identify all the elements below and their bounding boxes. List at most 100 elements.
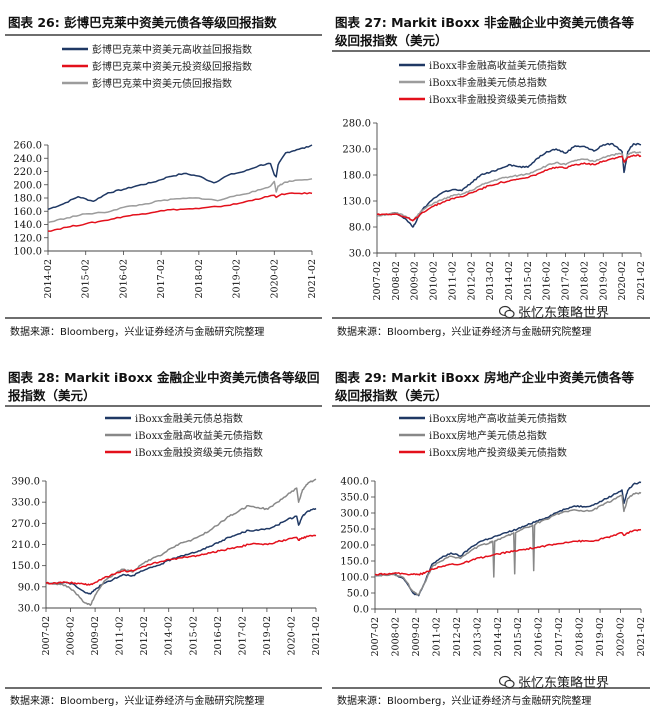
y-tick-label: 150.0 (340, 557, 369, 568)
title-rule (332, 50, 650, 52)
x-tick-label: 2007-02 (370, 617, 381, 656)
legend-label: iBoxx房地产美元债总指数 (429, 429, 547, 442)
x-tick-label: 2013-02 (472, 617, 483, 656)
x-tick-label: 2019-02 (232, 259, 243, 298)
x-tick-label: 2014-02 (504, 261, 515, 300)
y-tick-label: 100.0 (13, 247, 42, 258)
series-line (47, 144, 313, 211)
legend-label: iBoxx非金融美元债总指数 (429, 76, 547, 89)
x-tick-label: 2014-02 (43, 259, 54, 298)
x-tick-label: 2016-02 (534, 617, 545, 656)
y-tick-label: 240.0 (13, 154, 42, 165)
x-tick-label: 2011-02 (431, 617, 442, 656)
x-tick-label: 2009-02 (90, 616, 101, 655)
chart-title-26: 图表 26: 彭博巴克莱中资美元债各等级回报指数 (8, 15, 277, 30)
x-tick-label: 2015-02 (81, 259, 92, 298)
x-tick-label: 2021-02 (636, 261, 647, 300)
x-tick-label: 2017-02 (156, 259, 167, 298)
x-tick-label: 2008-02 (66, 616, 77, 655)
x-tick-label: 2018-02 (575, 617, 586, 656)
series-line (47, 178, 313, 224)
series-line (45, 478, 317, 606)
watermark: 张忆东策略世界 (499, 672, 609, 691)
series-line (45, 534, 317, 586)
chart-title-29: 图表 29: Markit iBoxx 房地产企业中资美元债各等级回报指数（美元… (335, 370, 634, 403)
chart-title-27: 图表 27: Markit iBoxx 非金融企业中资美元债各等级回报指数（美元… (335, 15, 634, 48)
y-tick-label: 230.0 (342, 145, 371, 156)
x-tick-label: 2014-02 (493, 617, 504, 656)
source-rule (5, 687, 322, 689)
y-tick-label: 220.0 (13, 167, 42, 178)
legend-label: 彭博巴克莱中资美元投资级回报指数 (92, 60, 252, 73)
y-tick-label: 250.0 (340, 525, 369, 536)
x-tick-label: 2020-02 (269, 259, 280, 298)
panel-chart-27: 图表 27: Markit iBoxx 非金融企业中资美元债各等级回报指数（美元… (327, 0, 655, 345)
wechat-icon (499, 305, 515, 318)
x-tick-label: 2016-02 (118, 259, 129, 298)
x-tick-label: 2020-02 (617, 261, 628, 300)
panel-chart-26: 图表 26: 彭博巴克莱中资美元债各等级回报指数 彭博巴克莱中资美元高收益回报指… (0, 0, 325, 345)
series-line (45, 507, 317, 595)
panel-chart-29: 图表 29: Markit iBoxx 房地产企业中资美元债各等级回报指数（美元… (327, 365, 655, 710)
series-line (48, 192, 313, 232)
title-rule (332, 405, 650, 407)
y-tick-label: 330.0 (11, 498, 40, 509)
series-line (376, 151, 642, 221)
x-tick-label: 2007-02 (372, 261, 383, 300)
y-tick-label: 210.0 (11, 540, 40, 551)
x-tick-label: 2011-02 (447, 261, 458, 300)
legend-label: 彭博巴克莱中资美元债回报指数 (92, 77, 232, 90)
x-tick-label: 2008-02 (391, 261, 402, 300)
source-rule (5, 317, 322, 319)
x-tick-label: 2012-02 (139, 616, 150, 655)
panel-chart-28: 图表 28: Markit iBoxx 金融企业中资美元债各等级回报指数（美元）… (0, 365, 325, 710)
legend-label: iBoxx金融美元债总指数 (135, 412, 243, 425)
y-tick-label: 150.0 (11, 561, 40, 572)
y-tick-label: 50.0 (347, 589, 369, 600)
y-tick-label: 100.0 (340, 573, 369, 584)
y-tick-label: 80.0 (349, 223, 371, 234)
legend-label: iBoxx金融投资级美元债指数 (135, 446, 263, 459)
source-note: 数据来源：Bloomberg，兴业证券经济与金融研究院整理 (337, 327, 592, 338)
y-tick-label: 300.0 (340, 509, 369, 520)
x-tick-label: 2011-02 (115, 616, 126, 655)
y-tick-label: 30.0 (18, 604, 40, 615)
source-rule (332, 317, 650, 319)
x-tick-label: 2021-02 (311, 616, 322, 655)
x-tick-label: 2015-02 (523, 261, 534, 300)
y-tick-label: 260.0 (13, 141, 42, 152)
y-tick-label: 280.0 (342, 119, 371, 130)
legend-label: iBoxx房地产高收益美元债指数 (429, 412, 567, 425)
title-rule (5, 34, 322, 36)
x-tick-label: 2015-02 (513, 617, 524, 656)
x-tick-label: 2013-02 (485, 261, 496, 300)
legend-label: 彭博巴克莱中资美元高收益回报指数 (92, 43, 252, 56)
x-tick-label: 2014-02 (164, 616, 175, 655)
x-tick-label: 2018-02 (194, 259, 205, 298)
line-chart-28: iBoxx金融美元债总指数 iBoxx金融高收益美元债指数 iBoxx金融投资级美元… (11, 412, 322, 655)
x-tick-label: 2009-02 (410, 261, 421, 300)
y-tick-label: 200.0 (340, 541, 369, 552)
line-chart-27: iBoxx非金融高收益美元债指数 iBoxx非金融美元债总指数 iBoxx非金融投资… (342, 59, 647, 300)
x-tick-label: 2019-02 (262, 616, 273, 655)
x-tick-label: 2016-02 (542, 261, 553, 300)
x-tick-label: 2020-02 (286, 616, 297, 655)
y-tick-label: 390.0 (11, 477, 40, 488)
x-tick-label: 2012-02 (466, 261, 477, 300)
y-tick-label: 180.0 (13, 194, 42, 205)
x-tick-label: 2007-02 (41, 616, 52, 655)
series-line (376, 154, 642, 222)
y-tick-label: 130.0 (342, 197, 371, 208)
y-tick-label: 400.0 (340, 477, 369, 488)
x-tick-label: 2021-02 (307, 259, 318, 298)
source-note: 数据来源：Bloomberg，兴业证券经济与金融研究院整理 (10, 327, 265, 338)
x-tick-label: 2018-02 (579, 261, 590, 300)
series-line (374, 528, 642, 576)
y-tick-label: 270.0 (11, 519, 40, 530)
x-tick-label: 2020-02 (616, 617, 627, 656)
x-tick-label: 2008-02 (390, 617, 401, 656)
x-tick-label: 2009-02 (411, 617, 422, 656)
y-tick-label: 120.0 (13, 233, 42, 244)
y-tick-label: 200.0 (13, 180, 42, 191)
y-tick-label: 30.0 (349, 249, 371, 260)
